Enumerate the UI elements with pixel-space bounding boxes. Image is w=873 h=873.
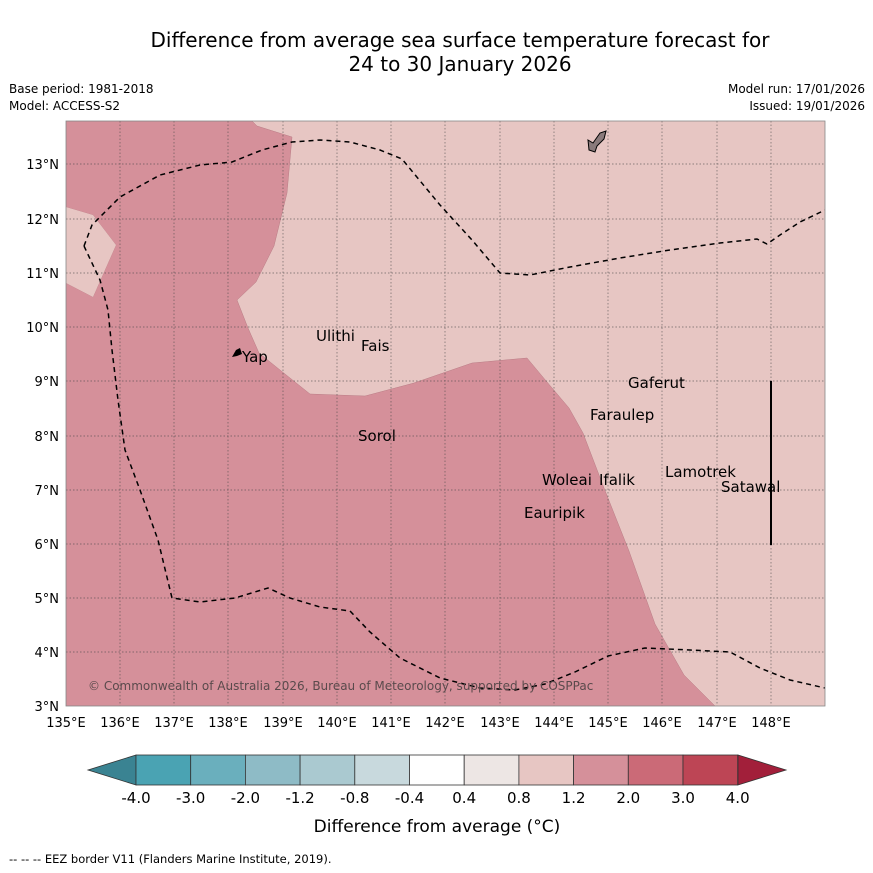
colorbar-tick-label: 0.8: [507, 789, 531, 807]
chart-title: Difference from average sea surface temp…: [80, 28, 840, 76]
colorbar-tick-label: -3.0: [176, 789, 205, 807]
place-label: Lamotrek: [665, 463, 736, 481]
lon-label: 139°E: [263, 716, 303, 731]
colorbar-tick-label: -0.4: [395, 789, 424, 807]
place-label: Ifalik: [599, 471, 635, 489]
title-line-1: Difference from average sea surface temp…: [150, 28, 770, 52]
lon-label: 146°E: [642, 716, 682, 731]
lon-label: 136°E: [100, 716, 140, 731]
meta-right: Model run: 17/01/2026 Issued: 19/01/2026: [728, 81, 865, 115]
colorbar-bin: [299, 754, 356, 786]
lon-label: 135°E: [46, 716, 86, 731]
colorbar-bin: [573, 754, 629, 786]
eez-border-north: [83, 139, 825, 276]
colorbar-tick-label: 1.2: [562, 789, 586, 807]
gridlines: [66, 121, 825, 706]
lon-label: 145°E: [588, 716, 628, 731]
colorbar-bin: [354, 754, 410, 786]
lon-labels: 135°E 136°E 137°E 138°E 139°E 140°E 141°…: [46, 716, 791, 731]
lat-label: 13°N: [26, 158, 59, 173]
colorbar-bin: [190, 754, 246, 786]
title-line-2: 24 to 30 January 2026: [348, 52, 572, 76]
lat-label: 4°N: [35, 646, 60, 661]
lat-label: 3°N: [35, 700, 60, 715]
lon-label: 140°E: [317, 716, 357, 731]
colorbar-bin: [627, 754, 684, 786]
colorbar-bin: [682, 754, 739, 786]
issued-date: Issued: 19/01/2026: [749, 99, 865, 113]
lat-label: 7°N: [35, 484, 60, 499]
colorbar-bin: [518, 754, 575, 786]
lat-label: 9°N: [35, 375, 60, 390]
lat-label: 5°N: [35, 592, 60, 607]
colorbar-tick-label: 0.4: [452, 789, 476, 807]
eez-border: [83, 245, 825, 691]
place-label: Gaferut: [628, 374, 685, 392]
lon-label: 147°E: [697, 716, 737, 731]
model-run: Model run: 17/01/2026: [727, 82, 865, 96]
colorbar-bin: [135, 754, 192, 786]
place-label: Fais: [361, 337, 390, 355]
lat-label: 8°N: [35, 430, 60, 445]
model-name: Model: ACCESS-S2: [9, 99, 121, 113]
lon-label: 143°E: [480, 716, 520, 731]
place-label: Yap: [241, 348, 268, 366]
colorbar-bin: [409, 754, 465, 786]
colorbar-tick-label: -1.2: [285, 789, 314, 807]
place-label: Faraulep: [590, 406, 654, 424]
eez-legend: -- -- -- EEZ border V11 (Flanders Marine…: [9, 852, 332, 866]
place-label: Satawal: [721, 478, 780, 496]
lat-label: 12°N: [26, 213, 59, 228]
place-label: Sorol: [358, 427, 396, 445]
map-frame: [65, 120, 826, 707]
lat-label: 11°N: [26, 267, 59, 282]
guam-island: [587, 130, 607, 153]
copyright-note: © Commonwealth of Australia 2026, Bureau…: [88, 679, 593, 693]
colorbar-tick-label: -2.0: [231, 789, 260, 807]
lon-label: 148°E: [751, 716, 791, 731]
colorbar-bin: [244, 754, 301, 786]
place-label: Woleai: [542, 471, 592, 489]
lon-label: 142°E: [425, 716, 465, 731]
colorbar-tick-label: 2.0: [616, 789, 640, 807]
colorbar-tick-label: 3.0: [671, 789, 695, 807]
lon-label: 141°E: [371, 716, 411, 731]
lon-label: 144°E: [534, 716, 574, 731]
map-area: Ulithi Fais Yap Gaferut Faraulep Sorol L…: [66, 121, 825, 706]
colorbar-tick-label: -0.8: [340, 789, 369, 807]
colorbar: -4.0 -3.0 -2.0 -1.2 -0.8 -0.4 0.4 0.8 1.2 2.0 3.0 4…: [86, 754, 788, 837]
meta-left: Base period: 1981-2018 Model: ACCESS-S2: [9, 81, 154, 115]
place-label: Eauripik: [524, 504, 585, 522]
colorbar-bin: [463, 754, 520, 786]
base-period: Base period: 1981-2018: [9, 82, 154, 96]
lon-label: 137°E: [154, 716, 194, 731]
lat-labels: 3°N 4°N 5°N 6°N 7°N 8°N 9°N 10°N 11°N 12…: [26, 158, 59, 715]
colorbar-over-arrow: [737, 754, 788, 786]
lat-label: 10°N: [26, 321, 59, 336]
lat-label: 6°N: [35, 538, 60, 553]
colorbar-under-arrow: [86, 754, 137, 786]
place-label: Ulithi: [316, 327, 355, 345]
anomaly-patch-left: [66, 207, 116, 297]
colorbar-label: Difference from average (°C): [314, 817, 561, 837]
colorbar-tick-label: 4.0: [726, 789, 750, 807]
lon-label: 138°E: [208, 716, 248, 731]
place-labels: Ulithi Fais Yap Gaferut Faraulep Sorol L…: [241, 327, 780, 522]
yap-island: [232, 348, 242, 357]
colorbar-tick-label: -4.0: [121, 789, 150, 807]
